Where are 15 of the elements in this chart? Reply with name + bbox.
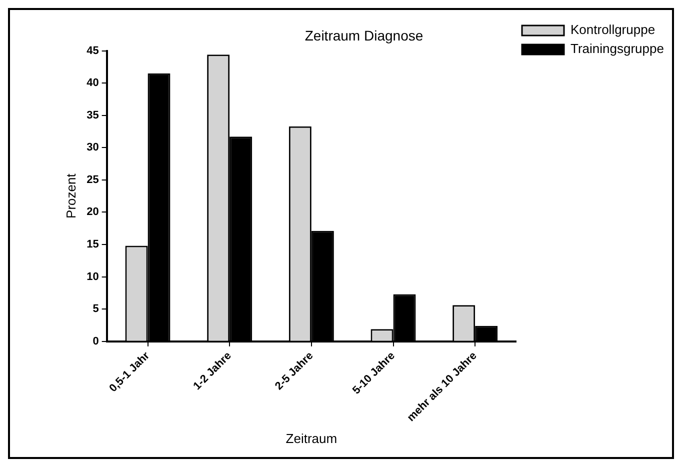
y-tick-label: 40	[86, 77, 99, 90]
y-tick-label: 20	[86, 206, 99, 218]
y-tick-label: 25	[86, 174, 99, 186]
y-tick-label: 45	[86, 44, 99, 57]
y-tick-label: 5	[92, 303, 99, 316]
chart-title: Zeitraum Diagnose	[304, 27, 424, 44]
y-tick-label: 10	[86, 270, 99, 283]
legend-label: Kontrollgruppe	[570, 22, 656, 38]
legend-label: Trainingsgruppe	[570, 41, 664, 56]
x-axis-title: Zeitraum	[286, 430, 338, 446]
y-tick-label: 15	[86, 238, 99, 251]
y-tick-label: 0	[92, 335, 99, 348]
y-axis-title: Prozent	[63, 173, 78, 218]
y-tick-label: 30	[86, 142, 99, 154]
y-tick-label: 35	[86, 109, 99, 122]
